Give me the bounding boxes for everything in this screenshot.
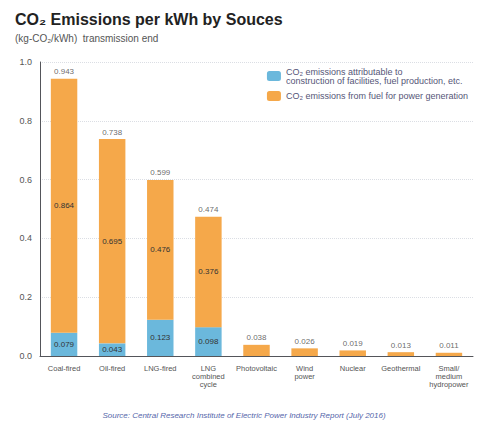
svg-text:0.038: 0.038 bbox=[246, 333, 267, 342]
svg-text:0.011: 0.011 bbox=[439, 341, 459, 350]
svg-text:0.079: 0.079 bbox=[54, 340, 75, 349]
svg-text:1.0: 1.0 bbox=[19, 57, 32, 67]
svg-text:combined: combined bbox=[192, 371, 225, 381]
svg-text:0.2: 0.2 bbox=[19, 292, 32, 302]
svg-text:0.8: 0.8 bbox=[19, 116, 32, 126]
svg-text:Source: Central Research Insti: Source: Central Research Institute of El… bbox=[102, 411, 386, 420]
svg-text:0.476: 0.476 bbox=[150, 245, 171, 254]
svg-text:0.0: 0.0 bbox=[19, 351, 32, 361]
svg-text:LNG-fired: LNG-fired bbox=[144, 364, 177, 373]
svg-text:0.098: 0.098 bbox=[198, 337, 219, 346]
svg-text:0.4: 0.4 bbox=[19, 233, 32, 243]
svg-text:0.599: 0.599 bbox=[150, 168, 171, 177]
svg-text:0.738: 0.738 bbox=[102, 128, 123, 137]
svg-text:Oil-fired: Oil-fired bbox=[99, 364, 125, 373]
svg-text:Geothermal: Geothermal bbox=[381, 364, 421, 373]
svg-text:CO₂ Emissions per kWh by Souce: CO₂ Emissions per kWh by Souces bbox=[15, 11, 283, 28]
svg-text:0.026: 0.026 bbox=[295, 337, 316, 346]
svg-text:power: power bbox=[294, 372, 315, 381]
svg-text:Nuclear: Nuclear bbox=[340, 364, 366, 373]
svg-text:0.474: 0.474 bbox=[198, 205, 219, 214]
svg-text:cycle: cycle bbox=[200, 380, 217, 389]
svg-text:0.943: 0.943 bbox=[54, 67, 75, 76]
svg-text:0.376: 0.376 bbox=[198, 267, 219, 276]
svg-text:0.019: 0.019 bbox=[343, 339, 364, 348]
svg-text:Coal-fired: Coal-fired bbox=[48, 364, 81, 373]
svg-text:hydropower: hydropower bbox=[429, 380, 469, 389]
svg-text:construction of facilities, fu: construction of facilities, fuel product… bbox=[286, 76, 463, 86]
svg-text:0.6: 0.6 bbox=[19, 175, 32, 185]
svg-text:CO₂ emissions from fuel for po: CO₂ emissions from fuel for power genera… bbox=[286, 91, 468, 101]
svg-text:LNG: LNG bbox=[200, 363, 217, 373]
svg-text:0.043: 0.043 bbox=[102, 345, 123, 354]
svg-text:0.123: 0.123 bbox=[150, 333, 171, 342]
svg-text:Photovoltaic: Photovoltaic bbox=[236, 364, 277, 373]
svg-text:0.013: 0.013 bbox=[391, 341, 412, 350]
svg-text:0.864: 0.864 bbox=[54, 201, 75, 210]
svg-text:(kg-CO₂/kWh) transmission end: (kg-CO₂/kWh) transmission end bbox=[15, 33, 158, 44]
svg-text:0.695: 0.695 bbox=[102, 237, 123, 246]
svg-text:Small/: Small/ bbox=[438, 363, 460, 373]
svg-text:Wind: Wind bbox=[296, 363, 314, 373]
svg-text:medium: medium bbox=[435, 371, 463, 381]
svg-text:CO₂ emissions attributable to: CO₂ emissions attributable to bbox=[285, 66, 403, 77]
